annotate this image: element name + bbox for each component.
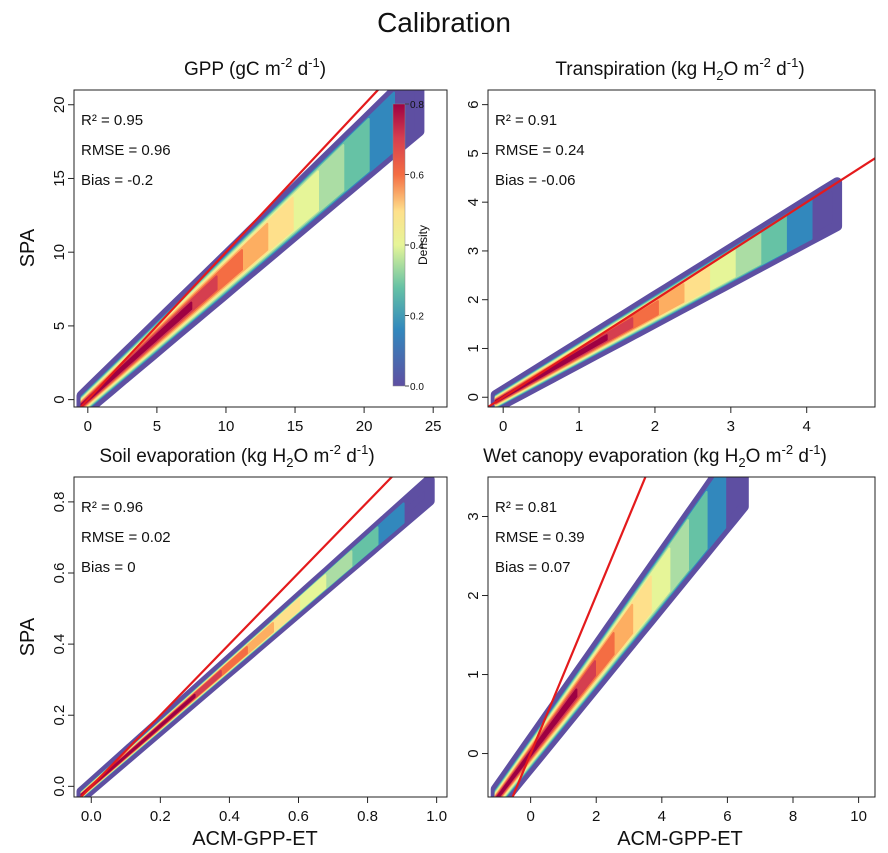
y-tick-label: 0 <box>465 749 482 757</box>
y-tick-label: 3 <box>465 247 482 255</box>
plot-frame <box>487 89 876 408</box>
density-cloud <box>76 477 435 797</box>
x-tick-label: 6 <box>723 808 731 825</box>
x-tick-label: 1.0 <box>426 808 447 825</box>
x-axis-label: ACM-GPP-ET <box>617 828 743 850</box>
y-axis-label: SPA <box>17 228 39 267</box>
panel-soil-evaporation: 0.0 0.2 0.4 0.6 0.8 1.0 0.0 0.2 0.4 0.6 0.8 Soil ev… <box>17 442 448 850</box>
panel-gpp: 0 5 10 15 20 25 0 5 10 15 20 GPP (gC m-2 d-1) R² = 0… <box>17 55 448 435</box>
y-tick-label: 3 <box>465 512 482 520</box>
one-to-one-line <box>79 90 380 407</box>
one-to-one-line <box>511 477 647 797</box>
panel-title: GPP (gC m-2 d-1) <box>184 55 326 80</box>
stats-text: R² = 0.81 <box>495 499 557 516</box>
x-tick-label: 0.8 <box>357 808 378 825</box>
density-band <box>495 688 578 797</box>
plot-frame <box>487 476 876 798</box>
x-tick-label: 0.4 <box>219 808 240 825</box>
stats-text: R² = 0.91 <box>495 112 557 129</box>
y-tick-label: 0.6 <box>51 563 68 584</box>
x-tick-label: 8 <box>789 808 797 825</box>
density-band <box>80 301 193 407</box>
density-colorbar: Density 0.0 0.2 0.4 0.6 0.8 <box>392 100 430 393</box>
y-tick-label: 0.4 <box>51 634 68 655</box>
x-tick-label: 5 <box>153 418 161 435</box>
colorbar-tick-label: 0.4 <box>410 241 424 252</box>
plot-frame <box>73 89 448 408</box>
stats-text: Bias = 0 <box>81 559 136 576</box>
panel-wet-canopy-evaporation: 0 2 4 6 8 10 0 1 2 3 Wet canopy evaporation (kg H2… <box>465 442 876 850</box>
colorbar-tick-label: 0.6 <box>410 171 424 182</box>
x-axis-label: ACM-GPP-ET <box>192 828 318 850</box>
x-tick-label: 0.2 <box>150 808 171 825</box>
figure-title: Calibration <box>377 7 511 38</box>
x-tick-label: 20 <box>356 418 373 435</box>
x-tick-label: 3 <box>727 418 735 435</box>
y-tick-label: 1 <box>465 670 482 678</box>
y-tick-label: 0 <box>51 395 68 403</box>
y-tick-label: 15 <box>51 170 68 187</box>
colorbar-tick-label: 0.8 <box>410 100 424 111</box>
x-tick-label: 2 <box>592 808 600 825</box>
x-tick-label: 2 <box>651 418 659 435</box>
x-tick-label: 4 <box>803 418 811 435</box>
stats-text: RMSE = 0.39 <box>495 529 585 546</box>
y-tick-label: 6 <box>465 100 482 108</box>
density-cloud <box>490 477 749 797</box>
x-tick-label: 25 <box>425 418 442 435</box>
stats-text: Bias = -0.2 <box>81 172 153 189</box>
stats-text: RMSE = 0.02 <box>81 529 171 546</box>
stats-text: RMSE = 0.24 <box>495 142 585 159</box>
panel-title: Wet canopy evaporation (kg H2O m-2 d-1) <box>483 442 827 470</box>
density-cloud <box>76 90 425 407</box>
x-tick-label: 1 <box>575 418 583 435</box>
y-tick-label: 1 <box>465 344 482 352</box>
stats-text: RMSE = 0.96 <box>81 142 171 159</box>
colorbar-gradient <box>392 103 406 387</box>
colorbar-tick-label: 0.2 <box>410 312 424 323</box>
y-tick-label: 5 <box>51 322 68 330</box>
stats-text: Bias = 0.07 <box>495 559 570 576</box>
y-tick-label: 0.0 <box>51 776 68 797</box>
x-tick-label: 0 <box>84 418 92 435</box>
stats-text: R² = 0.96 <box>81 499 143 516</box>
y-tick-label: 0.8 <box>51 491 68 512</box>
x-tick-label: 0 <box>526 808 534 825</box>
x-tick-label: 4 <box>658 808 666 825</box>
colorbar-tick-label: 0.0 <box>410 382 424 393</box>
density-band <box>80 693 196 797</box>
y-tick-label: 20 <box>51 96 68 113</box>
y-tick-label: 5 <box>465 149 482 157</box>
one-to-one-line <box>488 157 875 407</box>
y-tick-label: 0 <box>465 393 482 401</box>
y-tick-label: 10 <box>51 244 68 261</box>
x-tick-label: 10 <box>850 808 867 825</box>
y-tick-label: 0.2 <box>51 705 68 726</box>
one-to-one-line <box>79 477 394 797</box>
colorbar-label: Density <box>416 225 430 265</box>
stats-text: Bias = -0.06 <box>495 172 575 189</box>
y-tick-label: 2 <box>465 591 482 599</box>
plot-frame <box>73 476 448 798</box>
x-tick-label: 0.6 <box>288 808 309 825</box>
x-tick-label: 10 <box>218 418 235 435</box>
x-tick-label: 15 <box>287 418 304 435</box>
y-tick-label: 4 <box>465 198 482 206</box>
x-tick-label: 0 <box>499 418 507 435</box>
panel-title: Transpiration (kg H2O m-2 d-1) <box>555 55 804 83</box>
stats-text: R² = 0.95 <box>81 112 143 129</box>
panel-transpiration: 0 1 2 3 4 0 1 2 3 4 5 6 Transpiration (kg H2O m-2 d-… <box>465 55 876 435</box>
y-tick-label: 2 <box>465 296 482 304</box>
x-tick-label: 0.0 <box>81 808 102 825</box>
panel-title: Soil evaporation (kg H2O m-2 d-1) <box>99 442 374 470</box>
y-axis-label: SPA <box>17 617 39 656</box>
